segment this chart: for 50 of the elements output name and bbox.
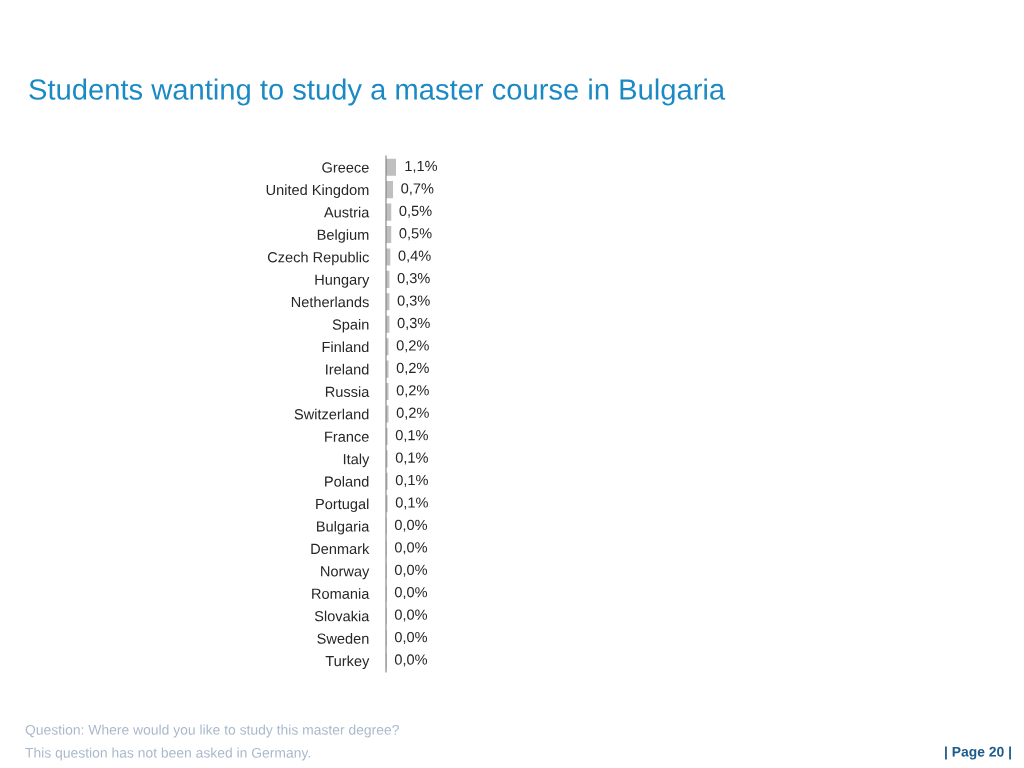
y-tick-label: Russia <box>325 386 370 397</box>
y-tick-label: Spain <box>332 318 369 333</box>
data-label: 0,3% <box>397 295 430 308</box>
y-tick-label: Romania <box>312 588 370 599</box>
data-label: 0,2% <box>396 340 429 353</box>
data-label: 0,2% <box>396 362 429 375</box>
data-label: 0,0% <box>394 654 428 667</box>
y-tick-label: Portugal <box>316 498 369 513</box>
y-tick-label: Ireland <box>326 363 369 375</box>
y-tick-label: Belgium <box>317 229 369 243</box>
y-tick-label: Slovakia <box>314 610 370 622</box>
data-label: 0,0% <box>394 587 428 600</box>
data-label: 0,1% <box>395 497 428 510</box>
y-tick-label: Norway <box>321 566 370 580</box>
data-label: 0,1% <box>395 474 428 487</box>
data-label: 0,5% <box>399 205 432 218</box>
data-label: 0,0% <box>394 631 428 644</box>
y-tick-label: France <box>325 431 369 442</box>
text: This question has not been asked in Germany. <box>25 747 310 761</box>
text: | Page 20 | <box>945 746 1011 760</box>
y-tick-label: Netherlands <box>291 296 369 308</box>
data-label: 0,0% <box>394 609 428 622</box>
y-tick-label: Poland <box>325 476 369 487</box>
y-tick-label: Finland <box>322 341 369 353</box>
data-label: 0,0% <box>394 519 428 532</box>
data-label: 0,2% <box>396 385 429 398</box>
y-tick-label: Denmark <box>311 543 370 555</box>
y-tick-label: Sweden <box>317 633 369 644</box>
data-label: 0,7% <box>401 183 434 196</box>
data-label: 1,1% <box>405 160 438 173</box>
data-label: 0,3% <box>397 317 430 330</box>
data-label: 0,1% <box>395 452 428 465</box>
y-tick-label: Austria <box>323 206 370 218</box>
data-label: 0,0% <box>394 542 428 555</box>
y-tick-label: Turkey <box>325 655 370 670</box>
y-tick-label: Switzerland <box>294 408 369 420</box>
data-label: 0,2% <box>396 407 429 420</box>
data-label: 0,1% <box>395 430 428 443</box>
y-tick-label: Greece <box>322 162 369 173</box>
chart-title: Students wanting to study a master course in Bulgaria <box>29 78 726 106</box>
y-tick-label: Hungary <box>315 274 370 288</box>
data-label: 0,3% <box>397 272 430 286</box>
y-tick-label: Italy <box>343 453 370 468</box>
y-tick-label: United Kingdom <box>266 184 369 198</box>
y-tick-label: Bulgaria <box>317 520 370 535</box>
data-label: 0,4% <box>398 250 431 263</box>
data-label: 0,0% <box>394 564 428 577</box>
data-label: 0,5% <box>399 228 432 241</box>
text: Question: Where would you like to study this master degree? <box>25 724 399 738</box>
y-tick-label: Czech Republic <box>267 251 369 266</box>
